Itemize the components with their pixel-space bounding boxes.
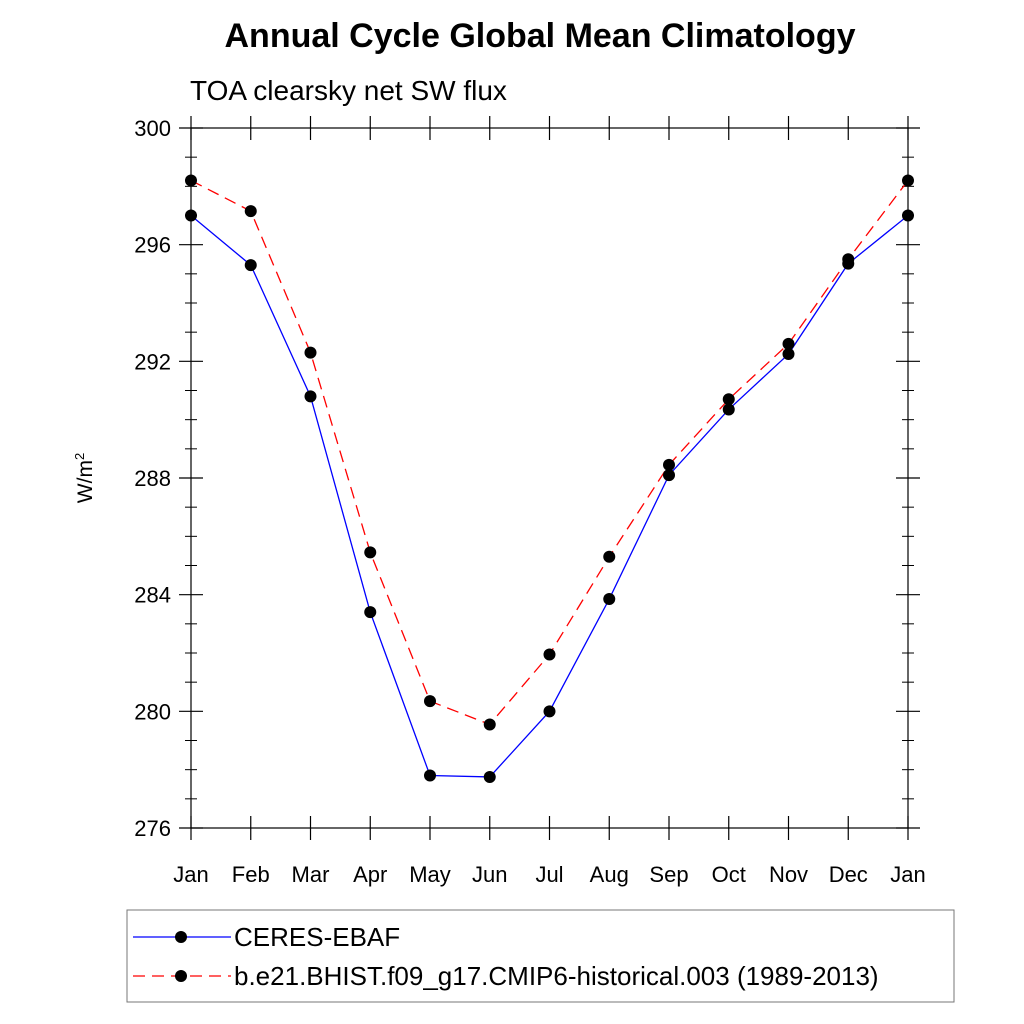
data-point-s0-0 [185, 209, 197, 222]
x-tick-label: Jan [890, 862, 925, 887]
x-tick-label: Sep [649, 862, 688, 887]
data-point-s0-12 [902, 209, 914, 222]
data-point-s1-4 [424, 695, 436, 708]
x-tick-label: Oct [712, 862, 746, 887]
y-tick-labels: 276 280 284 288 292 296 300 [134, 116, 171, 841]
x-tick-label: Jan [173, 862, 208, 887]
legend: CERES-EBAF b.e21.BHIST.f09_g17.CMIP6-hist… [133, 922, 879, 991]
data-point-s1-8 [663, 458, 675, 471]
data-point-s1-9 [722, 393, 735, 406]
data-point-s0-9 [722, 403, 735, 416]
tick-marks [179, 116, 920, 840]
x-tick-label: Jul [535, 862, 563, 887]
x-tick-label: Mar [292, 862, 330, 887]
y-tick-label: 296 [134, 233, 171, 258]
data-point-s0-5 [483, 770, 496, 783]
data-point-s0-1 [244, 259, 257, 272]
data-point-s1-1 [244, 205, 257, 218]
data-point-s0-3 [364, 606, 377, 619]
data-point-s0-8 [663, 469, 675, 482]
data-point-s0-4 [424, 769, 436, 782]
plot-frame [190, 127, 909, 829]
legend-marker-0 [175, 931, 187, 943]
data-point-s1-2 [304, 346, 317, 359]
data-point-s0-7 [603, 593, 616, 606]
y-tick-label: 292 [134, 349, 171, 374]
y-tick-label: 276 [134, 816, 171, 841]
y-tick-label: 288 [134, 466, 171, 491]
chart-title: Annual Cycle Global Mean Climatology [225, 17, 856, 55]
chart-subtitle: TOA clearsky net SW flux [190, 75, 507, 106]
data-point-s0-10 [782, 348, 795, 361]
data-point-s1-5 [483, 718, 496, 731]
x-tick-labels: Jan Feb Mar Apr May Jun Jul Aug Sep Oct Nov Dec Jan [173, 862, 925, 887]
series-line-1 [190, 179, 909, 726]
data-point-s1-10 [782, 337, 795, 350]
y-tick-label: 300 [134, 116, 171, 141]
data-point-s1-11 [842, 253, 855, 266]
x-tick-label: Aug [590, 862, 629, 887]
y-tick-label: 280 [134, 699, 171, 724]
x-tick-label: Dec [829, 862, 868, 887]
legend-marker-1 [175, 970, 187, 982]
data-point-s1-7 [603, 550, 616, 563]
data-point-s1-6 [543, 648, 556, 661]
x-tick-label: Jun [472, 862, 507, 887]
data-point-s1-12 [902, 174, 914, 187]
data-point-s0-2 [304, 390, 317, 403]
x-tick-label: Apr [353, 862, 387, 887]
x-tick-label: Feb [232, 862, 270, 887]
y-tick-label: 284 [134, 583, 171, 608]
y-axis-label: W/m2 [72, 453, 97, 503]
series-layer [185, 174, 914, 783]
data-point-s1-3 [364, 546, 377, 559]
data-point-s1-0 [185, 174, 197, 187]
legend-label-0: CERES-EBAF [234, 922, 400, 952]
data-point-s0-6 [543, 705, 556, 718]
x-tick-label: May [409, 862, 451, 887]
series-line-0 [190, 214, 909, 778]
legend-label-1: b.e21.BHIST.f09_g17.CMIP6-historical.003… [234, 961, 879, 991]
legend-box [126, 909, 955, 1003]
x-tick-label: Nov [769, 862, 808, 887]
